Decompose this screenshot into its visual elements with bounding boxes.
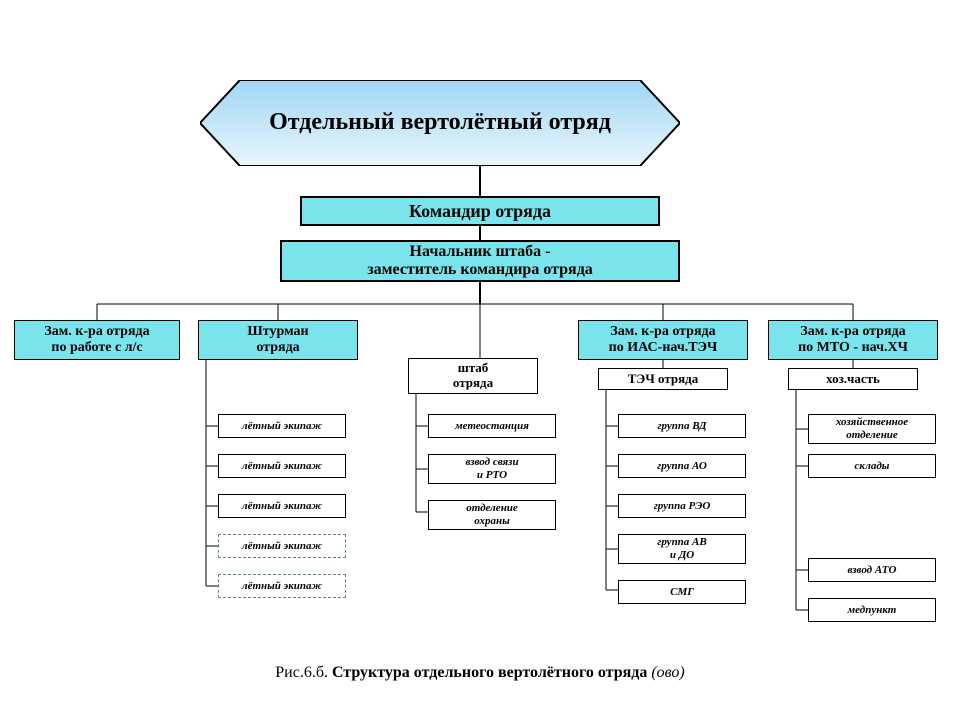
tech-item-3: группа АВи ДО bbox=[618, 534, 746, 564]
chief-of-staff-box: Начальник штаба - заместитель командира … bbox=[280, 240, 680, 282]
hoz-item-2: взвод АТО bbox=[808, 558, 936, 582]
flight-crew-0: лётный экипаж bbox=[218, 414, 346, 438]
deputy-ls-l1: Зам. к-ра отряда bbox=[44, 324, 149, 340]
tech-item-0: группа ВД bbox=[618, 414, 746, 438]
navigator-l1: Штурман bbox=[247, 324, 308, 340]
commander-box: Командир отряда bbox=[300, 196, 660, 226]
caption-italic: (ово) bbox=[651, 664, 684, 681]
subhead-tech: ТЭЧ отряда bbox=[598, 368, 728, 390]
ias-l2: по ИАС-нач.ТЭЧ bbox=[609, 340, 718, 356]
navigator-l2: отряда bbox=[256, 340, 299, 356]
mto-l1: Зам. к-ра отряда bbox=[800, 324, 905, 340]
org-chart-stage: Отдельный вертолётный отряд Командир отр… bbox=[0, 0, 960, 720]
figure-caption: Рис.6.б. Структура отдельного вертолётно… bbox=[0, 664, 960, 682]
deputy-ls-l2: по работе с л/с bbox=[51, 340, 142, 356]
chief-line2: заместитель командира отряда bbox=[367, 261, 593, 279]
hq-item-1: взвод связии РТО bbox=[428, 454, 556, 484]
hoz-item-1: склады bbox=[808, 454, 936, 478]
subhead-hoz: хоз.часть bbox=[788, 368, 918, 390]
hq-l1: штаб bbox=[458, 361, 489, 376]
title-label: Отдельный вертолётный отряд bbox=[200, 80, 680, 166]
hq-item-2: отделениеохраны bbox=[428, 500, 556, 530]
caption-prefix: Рис.6.б. bbox=[275, 664, 332, 681]
flight-crew-3: лётный экипаж bbox=[218, 534, 346, 558]
deputy-navigator: Штурман отряда bbox=[198, 320, 358, 360]
deputy-ias: Зам. к-ра отряда по ИАС-нач.ТЭЧ bbox=[578, 320, 748, 360]
hq-item-0: метеостанция bbox=[428, 414, 556, 438]
tech-item-4: СМГ bbox=[618, 580, 746, 604]
mto-l2: по МТО - нач.ХЧ bbox=[798, 340, 908, 356]
deputy-mto: Зам. к-ра отряда по МТО - нач.ХЧ bbox=[768, 320, 938, 360]
flight-crew-4: лётный экипаж bbox=[218, 574, 346, 598]
caption-bold: Структура отдельного вертолётного отряда bbox=[332, 664, 651, 681]
flight-crew-1: лётный экипаж bbox=[218, 454, 346, 478]
tech-item-2: группа РЭО bbox=[618, 494, 746, 518]
tech-item-1: группа АО bbox=[618, 454, 746, 478]
subhead-hq: штаб отряда bbox=[408, 358, 538, 394]
deputy-ls: Зам. к-ра отряда по работе с л/с bbox=[14, 320, 180, 360]
hoz-item-3: медпункт bbox=[808, 598, 936, 622]
chief-line1: Начальник штаба - bbox=[410, 243, 551, 261]
hoz-item-0: хозяйственноеотделение bbox=[808, 414, 936, 444]
hq-l2: отряда bbox=[453, 376, 493, 391]
flight-crew-2: лётный экипаж bbox=[218, 494, 346, 518]
ias-l1: Зам. к-ра отряда bbox=[610, 324, 715, 340]
